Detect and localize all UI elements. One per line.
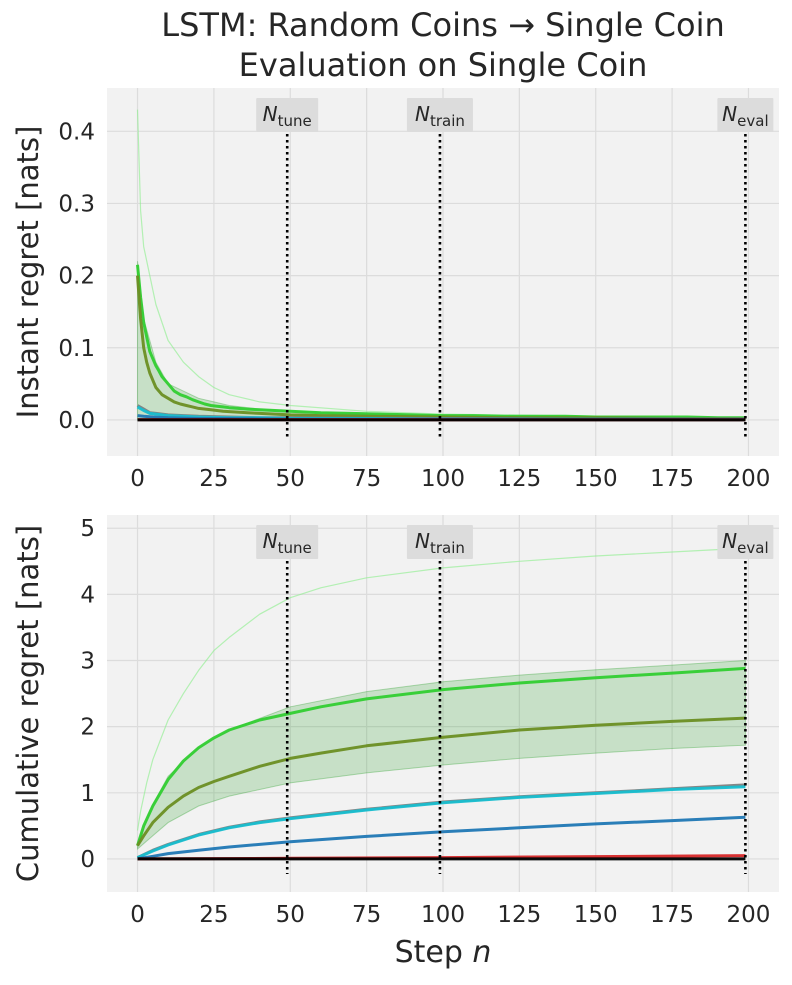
- vline-label-eval: Neval: [722, 102, 768, 130]
- y-tick-label: 0: [80, 847, 95, 873]
- series-line-2: [136, 264, 746, 420]
- vline-label-train: Ntrain: [415, 102, 465, 130]
- y-tick-label: 0.3: [58, 191, 95, 217]
- x-tick-label: 125: [497, 902, 541, 928]
- vline-label-base: N: [263, 102, 278, 126]
- x-tick-label: 75: [352, 466, 381, 492]
- y-tick-label: 2: [80, 715, 95, 741]
- series-line-2: [136, 666, 746, 847]
- chart-title-line-1: LSTM: Random Coins → Single Coin: [161, 6, 725, 44]
- x-axis-label-var: n: [472, 935, 491, 970]
- vline-label-base: N: [415, 102, 430, 126]
- x-tick-label: 0: [130, 466, 145, 492]
- vline-label-sub: eval: [737, 539, 768, 557]
- y-tick-label: 0.0: [58, 408, 95, 434]
- vline-label-sub: tune: [278, 539, 312, 557]
- x-tick-label: 175: [650, 466, 694, 492]
- y-tick-label: 4: [80, 582, 95, 608]
- series-line-0: [136, 109, 746, 419]
- x-tick-label: 50: [276, 466, 305, 492]
- vline-label-eval: Neval: [722, 529, 768, 557]
- x-tick-label: 25: [199, 466, 228, 492]
- x-tick-label: 200: [727, 902, 771, 928]
- y-axis-label: Cumulative regret [nats]: [11, 525, 45, 882]
- x-tick-label: 175: [650, 902, 694, 928]
- x-axis-label: Step n: [395, 935, 492, 970]
- x-axis-label-text: Step: [395, 935, 473, 970]
- y-tick-label: 0.1: [58, 336, 95, 362]
- vline-label-box-train: [406, 525, 473, 559]
- vline-label-box-train: [406, 98, 473, 132]
- y-tick-label: 3: [80, 649, 95, 675]
- vline-label-sub: train: [430, 112, 465, 130]
- vline-label-tune: Ntune: [263, 529, 312, 557]
- series-line-5: [136, 785, 746, 859]
- vline-label-box-eval: [717, 525, 774, 559]
- vline-label-base: N: [722, 102, 737, 126]
- plot-area: [136, 109, 746, 422]
- series-line-3: [136, 716, 746, 847]
- series-line-3: [136, 275, 746, 420]
- plot-area: [136, 547, 746, 861]
- vline-label-sub: train: [430, 539, 465, 557]
- y-tick-label: 5: [80, 516, 95, 542]
- x-tick-label: 100: [421, 466, 465, 492]
- series-line-0: [136, 547, 746, 831]
- vline-label-sub: eval: [737, 112, 768, 130]
- vline-label-train: Ntrain: [415, 529, 465, 557]
- chart-title-line-2: Evaluation on Single Coin: [238, 46, 648, 84]
- x-tick-label: 125: [497, 466, 541, 492]
- x-tick-label: 50: [276, 902, 305, 928]
- y-axis-label: Instant regret [nats]: [11, 126, 45, 419]
- x-tick-label: 75: [352, 902, 381, 928]
- x-tick-label: 200: [727, 466, 771, 492]
- y-tick-label: 0.2: [58, 264, 95, 290]
- y-tick-label: 1: [80, 781, 95, 807]
- x-tick-label: 25: [199, 902, 228, 928]
- x-tick-label: 0: [130, 902, 145, 928]
- vline-label-sub: tune: [278, 112, 312, 130]
- series-line-6: [137, 815, 746, 861]
- x-tick-label: 150: [574, 902, 618, 928]
- y-tick-label: 0.4: [58, 119, 95, 145]
- x-tick-label: 150: [574, 466, 618, 492]
- vline-label-base: N: [415, 529, 430, 553]
- vline-label-box-eval: [717, 98, 774, 132]
- vline-label-box-tune: [256, 525, 319, 559]
- vline-label-base: N: [722, 529, 737, 553]
- x-tick-label: 100: [421, 902, 465, 928]
- vline-label-box-tune: [256, 98, 319, 132]
- vline-label-base: N: [263, 529, 278, 553]
- vline-label-tune: Ntune: [263, 102, 312, 130]
